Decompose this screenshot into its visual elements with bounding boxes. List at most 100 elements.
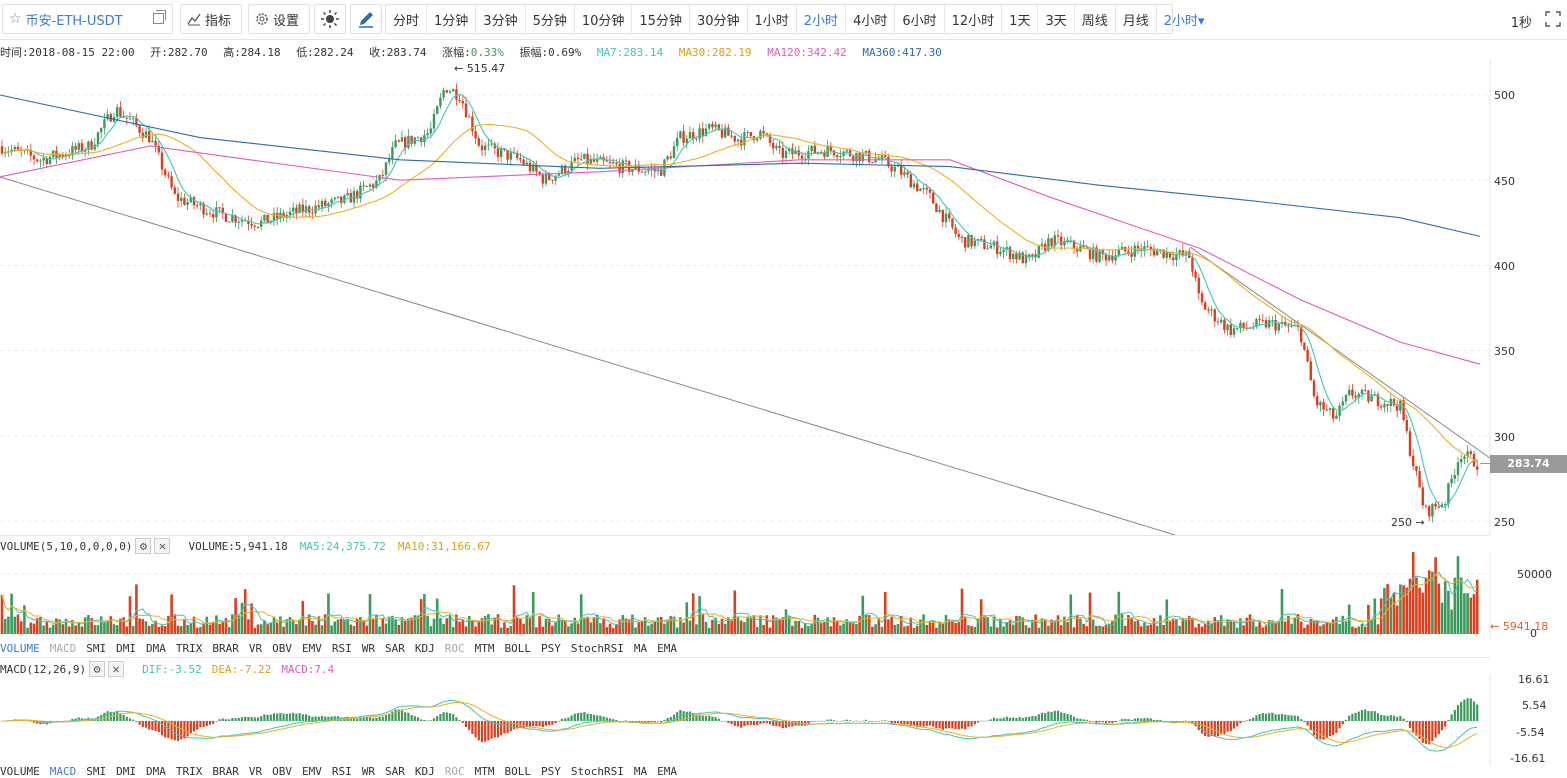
volume-bar — [477, 620, 481, 634]
volume-chart[interactable] — [0, 552, 1567, 640]
indicator-tab-emv[interactable]: EMV — [302, 642, 322, 655]
indicator-tab-stochrsi[interactable]: StochRSI — [570, 765, 624, 778]
indicator-tab-volume[interactable]: VOLUME — [0, 765, 40, 778]
indicator-tab-trix[interactable]: TRIX — [175, 765, 203, 778]
draw-tool-button[interactable] — [350, 4, 382, 34]
candle-body — [461, 100, 464, 104]
period-5[interactable]: 15分钟 — [632, 5, 690, 33]
indicator-tab-sar[interactable]: SAR — [385, 642, 405, 655]
indicator-tab-kdj[interactable]: KDJ — [414, 765, 435, 778]
settings-button[interactable]: 设置 — [248, 4, 310, 34]
indicator-tab-dmi[interactable]: DMI — [116, 765, 136, 778]
indicator-tab-obv[interactable]: OBV — [272, 765, 292, 778]
volume-bar — [762, 624, 765, 634]
indicator-tab-ma[interactable]: MA — [633, 642, 648, 655]
period-0[interactable]: 分时 — [386, 5, 428, 33]
candle-body — [544, 174, 548, 184]
indicator-tab-vr[interactable]: VR — [248, 765, 263, 778]
star-icon[interactable]: ☆ — [9, 11, 22, 27]
period-7[interactable]: 1小时 — [748, 5, 797, 33]
indicator-tab-dma[interactable]: DMA — [146, 642, 166, 655]
indicator-tab-wr[interactable]: WR — [361, 642, 375, 655]
candle-body — [672, 146, 676, 159]
period-12[interactable]: 1天 — [1002, 5, 1039, 33]
period-3[interactable]: 5分钟 — [526, 5, 575, 33]
indicator-tab-dma[interactable]: DMA — [146, 765, 166, 778]
indicator-tab-mtm[interactable]: MTM — [474, 765, 495, 778]
period-dropdown[interactable]: 2小时▾ — [1163, 13, 1205, 29]
period-1[interactable]: 1分钟 — [427, 5, 477, 33]
macd-bar — [196, 721, 199, 730]
indicator-tab-ema[interactable]: EMA — [657, 765, 677, 778]
period-15[interactable]: 月线 — [1116, 5, 1157, 33]
indicator-tab-brar[interactable]: BRAR — [212, 765, 239, 778]
indicator-tab-wr[interactable]: WR — [361, 765, 375, 778]
indicator-tab-dmi[interactable]: DMI — [116, 642, 136, 655]
indicator-tab-smi[interactable]: SMI — [86, 765, 107, 778]
period-9[interactable]: 4小时 — [846, 5, 896, 33]
period-8[interactable]: 2小时 — [797, 5, 847, 33]
macd-chart[interactable] — [0, 674, 1567, 766]
volume-bar — [1171, 618, 1175, 634]
fullscreen-icon[interactable] — [1545, 11, 1561, 27]
period-4[interactable]: 10分钟 — [575, 5, 633, 33]
macd-bar — [1229, 721, 1232, 732]
period-13[interactable]: 3天 — [1038, 5, 1075, 33]
indicator-tab-vr[interactable]: VR — [248, 642, 263, 655]
macd-bar — [1072, 716, 1076, 721]
indicator-tab-obv[interactable]: OBV — [272, 642, 292, 655]
indicator-tab-macd[interactable]: MACD — [49, 765, 77, 778]
volume-bar — [691, 593, 695, 634]
refresh-interval[interactable]: 1秒 — [1510, 16, 1532, 31]
copy-icon[interactable] — [153, 10, 166, 24]
macd-bar — [733, 721, 736, 726]
indicator-tab-mtm[interactable]: MTM — [474, 642, 495, 655]
period-6[interactable]: 30分钟 — [690, 5, 748, 33]
theme-toggle[interactable] — [314, 4, 346, 34]
macd-bar — [378, 716, 381, 721]
macd-dea-line — [2, 701, 1478, 749]
macd-bar — [1085, 719, 1088, 721]
indicator-tab-trix[interactable]: TRIX — [175, 642, 203, 655]
volume-bar — [1303, 627, 1306, 634]
volume-bar — [643, 617, 647, 634]
indicator-tab-brar[interactable]: BRAR — [212, 642, 239, 655]
gear-icon[interactable]: ⚙ — [89, 661, 106, 677]
indicator-tab-psy[interactable]: PSY — [541, 642, 561, 655]
volume-bar — [1043, 619, 1047, 634]
price-chart[interactable] — [0, 60, 1567, 535]
indicator-tab-stochrsi[interactable]: StochRSI — [570, 642, 624, 655]
indicator-tab-rsi[interactable]: RSI — [331, 642, 352, 655]
indicator-tab-roc[interactable]: ROC — [444, 765, 465, 778]
volume-bar — [211, 621, 215, 634]
period-14[interactable]: 周线 — [1075, 5, 1116, 33]
macd-bar — [932, 721, 935, 727]
symbol-selector[interactable]: ☆ 币安-ETH-USDT — [2, 4, 173, 34]
volume-bar — [586, 616, 589, 634]
indicator-tab-psy[interactable]: PSY — [541, 765, 561, 778]
price-axis-tick: 450 — [1494, 175, 1515, 188]
close-icon[interactable]: ✕ — [154, 538, 171, 554]
volume-bar — [653, 621, 657, 634]
indicator-tab-kdj[interactable]: KDJ — [414, 642, 435, 655]
volume-bar — [263, 620, 266, 634]
period-10[interactable]: 6小时 — [895, 5, 945, 33]
close-icon[interactable]: ✕ — [108, 661, 125, 677]
period-11[interactable]: 12小时 — [945, 5, 1003, 33]
gear-icon[interactable]: ⚙ — [135, 538, 152, 554]
candle-body — [84, 149, 87, 152]
indicator-tab-emv[interactable]: EMV — [302, 765, 322, 778]
indicator-tab-smi[interactable]: SMI — [86, 642, 107, 655]
indicator-tab-volume[interactable]: VOLUME — [0, 642, 40, 655]
indicators-button[interactable]: 指标 — [180, 4, 242, 34]
indicator-tab-macd[interactable]: MACD — [49, 642, 77, 655]
indicator-tab-rsi[interactable]: RSI — [331, 765, 352, 778]
indicator-tab-ma[interactable]: MA — [633, 765, 648, 778]
indicator-tab-sar[interactable]: SAR — [385, 765, 405, 778]
indicator-tab-boll[interactable]: BOLL — [504, 765, 532, 778]
indicator-tab-roc[interactable]: ROC — [444, 642, 465, 655]
volume-bar — [1187, 615, 1191, 634]
period-2[interactable]: 3分钟 — [476, 5, 526, 33]
indicator-tab-boll[interactable]: BOLL — [504, 642, 532, 655]
indicator-tab-ema[interactable]: EMA — [657, 642, 677, 655]
